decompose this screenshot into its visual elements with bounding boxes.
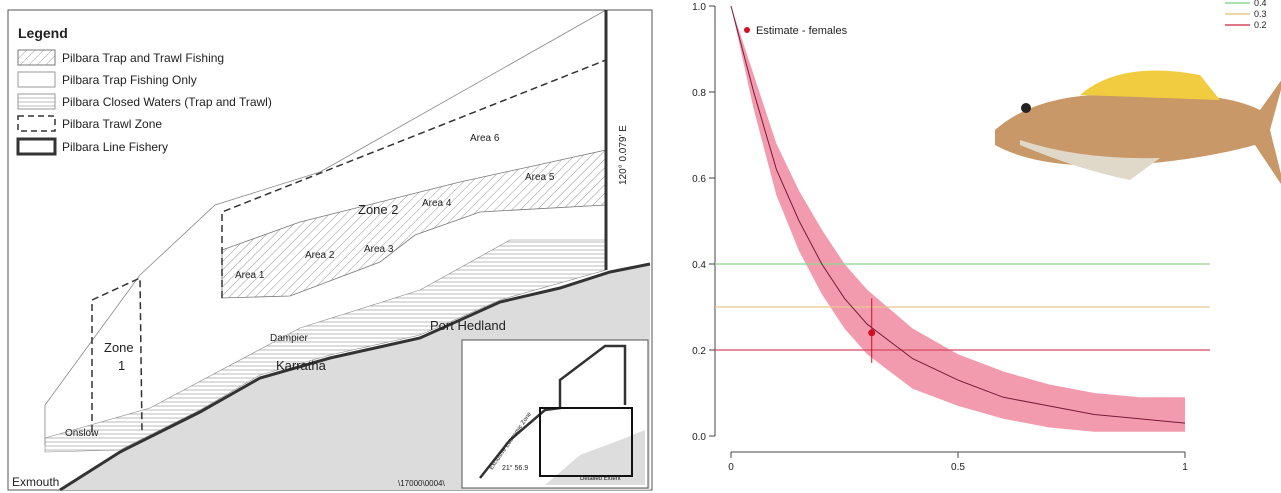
area-label: Area 2 bbox=[305, 250, 335, 261]
inset-label: Detailed Extent bbox=[580, 476, 621, 482]
y-tick-label: 0.2 bbox=[692, 346, 706, 357]
legend-marker bbox=[744, 27, 750, 33]
trawl-zone bbox=[221, 59, 607, 298]
point bbox=[868, 329, 876, 337]
y-tick-label: 0.4 bbox=[692, 260, 706, 271]
zone-label: Zone bbox=[104, 340, 134, 355]
inset-extent bbox=[539, 407, 633, 477]
confidence-band bbox=[731, 6, 1185, 432]
y-tick-label: 0.0 bbox=[692, 432, 706, 443]
place-label: Karratha bbox=[276, 358, 327, 373]
y-tick-label: 0.8 bbox=[692, 88, 706, 99]
legend-label: 0.3 bbox=[1254, 9, 1267, 19]
zone-label: 1 bbox=[118, 358, 125, 373]
x-tick-label: 0 bbox=[728, 462, 734, 473]
area-label: Area 3 bbox=[364, 244, 394, 255]
legend-label: Estimate - females bbox=[756, 25, 848, 37]
area-label: Area 6 bbox=[470, 133, 500, 144]
legend-item: Pilbara Trap and Trawl Fishing bbox=[62, 51, 224, 65]
y-tick-label: 0.6 bbox=[692, 174, 706, 185]
swatch bbox=[17, 93, 56, 110]
place-label: Port Hedland bbox=[430, 318, 506, 333]
legend bbox=[12, 14, 312, 174]
map: Legend Pilbara Trap and Trawl Fishing Pi… bbox=[7, 9, 653, 492]
trap-boundary bbox=[44, 9, 607, 445]
legend-title: Legend bbox=[18, 25, 68, 41]
ref-label: \17000\0004\ bbox=[398, 479, 445, 488]
area-label: Area 1 bbox=[235, 270, 265, 281]
x-tick-label: 1 bbox=[1182, 462, 1188, 473]
legend-item: Pilbara Line Fishery bbox=[62, 140, 168, 154]
legend-label: 0.2 bbox=[1254, 20, 1267, 30]
inset-land bbox=[545, 430, 645, 485]
legend-label: 0.4 bbox=[1254, 0, 1267, 8]
inset-eez bbox=[479, 344, 627, 479]
swatch bbox=[17, 115, 56, 132]
area-label: Area 5 bbox=[525, 172, 555, 183]
x-tick-label: 0.5 bbox=[951, 462, 965, 473]
swatch bbox=[17, 71, 56, 88]
chart: 0.00.20.40.60.81.00 0.5 10.40.30.2Estimate… bbox=[692, 0, 1281, 473]
legend-item: Pilbara Trap Fishing Only bbox=[62, 73, 197, 87]
swatch bbox=[16, 137, 57, 156]
legend-item: Pilbara Trawl Zone bbox=[62, 117, 162, 131]
coastline bbox=[59, 262, 651, 492]
swatch bbox=[17, 49, 56, 66]
fish bbox=[995, 70, 1281, 184]
closed-waters bbox=[44, 239, 607, 453]
legend-item: Pilbara Closed Waters (Trap and Trawl) bbox=[62, 95, 272, 109]
meridian-label: 120° 0.079' E bbox=[618, 125, 629, 185]
area-label: Area 4 bbox=[422, 198, 452, 209]
place-label: Exmouth bbox=[12, 475, 59, 489]
inset-label: 21° 56.9 bbox=[502, 464, 528, 472]
y-tick-label: 1.0 bbox=[692, 2, 706, 13]
zone-label: Zone 2 bbox=[358, 202, 398, 217]
curve bbox=[730, 5, 1186, 424]
place-label: Dampier bbox=[270, 333, 308, 344]
place-label: Onslow bbox=[65, 428, 99, 439]
trawl-zone-1 bbox=[91, 276, 143, 433]
